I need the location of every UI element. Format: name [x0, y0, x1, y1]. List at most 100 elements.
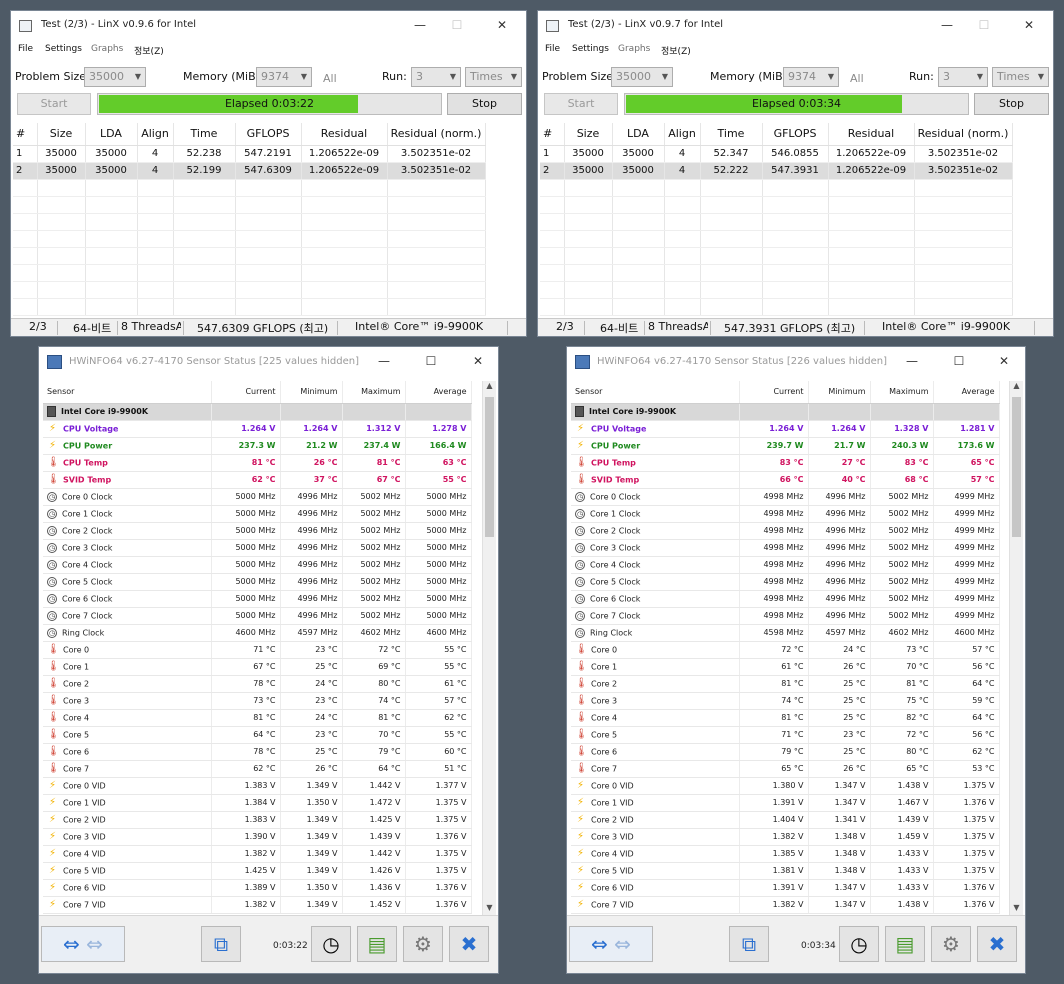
sensor-row[interactable]: 🌡 SVID Temp 62 °C 37 °C 67 °C 55 °C	[43, 471, 472, 489]
run-combo[interactable]: 3 ▼	[411, 67, 461, 87]
column-header[interactable]: Residual	[301, 123, 388, 146]
sensor-row[interactable]: ◷ Core 0 Clock 5000 MHz 4996 MHz 5002 MHz 500…	[43, 488, 472, 506]
stop-button[interactable]: Stop	[974, 93, 1049, 115]
times-combo[interactable]: Times ▼	[992, 67, 1049, 87]
sensor-row[interactable]: ◷ Core 3 Clock 5000 MHz 4996 MHz 5002 MHz 500…	[43, 539, 472, 557]
column-header[interactable]: LDA	[85, 123, 138, 146]
menu-settings[interactable]: Settings	[45, 44, 82, 54]
sensor-row[interactable]: 🌡 Core 3 73 °C 23 °C 74 °C 57 °C	[43, 692, 472, 710]
column-header[interactable]: Maximum	[342, 381, 406, 404]
column-header[interactable]: Sensor	[43, 381, 212, 404]
column-header[interactable]: Average	[405, 381, 472, 404]
scroll-thumb[interactable]	[1012, 397, 1021, 537]
stopwatch-icon[interactable]: ◷	[311, 926, 351, 962]
scroll-up-icon[interactable]: ▲	[1013, 381, 1020, 390]
column-header[interactable]: LDA	[612, 123, 665, 146]
sensor-row[interactable]: ◷ Core 2 Clock 5000 MHz 4996 MHz 5002 MHz 500…	[43, 522, 472, 540]
column-header[interactable]: Current	[211, 381, 281, 404]
sensor-row[interactable]: ⚡ Core 6 VID 1.389 V 1.350 V 1.436 V 1.376 V	[43, 879, 472, 897]
sensor-row[interactable]: 🌡 CPU Temp 83 °C 27 °C 83 °C 65 °C	[571, 454, 1000, 472]
sensor-row[interactable]: ⚡ Core 4 VID 1.382 V 1.349 V 1.442 V 1.375 V	[43, 845, 472, 863]
problem-size-combo[interactable]: 35000 ▼	[611, 67, 673, 87]
linx-titlebar[interactable]: Test (2/3) - LinX v0.9.6 for Intel — ☐ ✕	[11, 11, 526, 41]
minimize-icon[interactable]: —	[414, 18, 426, 32]
sensor-row[interactable]: 🌡 Core 6 79 °C 25 °C 80 °C 62 °C	[571, 743, 1000, 761]
sensor-row[interactable]: 🌡 Core 2 81 °C 25 °C 81 °C 64 °C	[571, 675, 1000, 693]
start-button[interactable]: Start	[544, 93, 618, 115]
sensor-row[interactable]: ◷ Core 7 Clock 4998 MHz 4996 MHz 5002 MHz 499…	[571, 607, 1000, 625]
column-header[interactable]: Align	[137, 123, 174, 146]
sensor-row[interactable]: ⚡ CPU Voltage 1.264 V 1.264 V 1.312 V 1.278 V	[43, 420, 472, 438]
minimize-icon[interactable]: —	[941, 18, 953, 32]
sensor-row[interactable]: ⚡ Core 7 VID 1.382 V 1.349 V 1.452 V 1.376 V	[43, 896, 472, 914]
menu-info[interactable]: 정보(Z)	[134, 47, 164, 57]
vertical-scrollbar[interactable]: ▲ ▼	[482, 381, 496, 917]
minimize-icon[interactable]: —	[378, 354, 390, 368]
column-header[interactable]: Time	[700, 123, 763, 146]
sensor-row[interactable]: ⚡ Core 6 VID 1.391 V 1.347 V 1.433 V 1.376 V	[571, 879, 1000, 897]
stopwatch-icon[interactable]: ◷	[839, 926, 879, 962]
close-x-icon[interactable]: ✖	[449, 926, 489, 962]
column-header[interactable]: Residual (norm.)	[387, 123, 486, 146]
column-header[interactable]: Current	[739, 381, 809, 404]
hwinfo-titlebar[interactable]: HWiNFO64 v6.27-4170 Sensor Status [226 v…	[567, 347, 1025, 377]
sensor-row[interactable]: ⚡ Core 4 VID 1.385 V 1.348 V 1.433 V 1.375 V	[571, 845, 1000, 863]
sensor-row[interactable]: ◷ Core 7 Clock 5000 MHz 4996 MHz 5002 MHz 500…	[43, 607, 472, 625]
menu-graphs[interactable]: Graphs	[91, 44, 124, 54]
sensor-row[interactable]: 🌡 Core 6 78 °C 25 °C 79 °C 60 °C	[43, 743, 472, 761]
sensor-row[interactable]: 🌡 Core 0 71 °C 23 °C 72 °C 55 °C	[43, 641, 472, 659]
sensor-group-row[interactable]: Intel Core i9-9900K	[571, 403, 1000, 421]
column-header[interactable]: Maximum	[870, 381, 934, 404]
column-header[interactable]: Minimum	[280, 381, 343, 404]
memory-combo[interactable]: 9374 ▼	[256, 67, 312, 87]
sensor-row[interactable]: 🌡 Core 1 61 °C 26 °C 70 °C 56 °C	[571, 658, 1000, 676]
maximize-icon[interactable]: ☐	[425, 354, 437, 368]
report-icon[interactable]: ▤	[357, 926, 397, 962]
sensor-row[interactable]: ◷ Core 5 Clock 5000 MHz 4996 MHz 5002 MHz 500…	[43, 573, 472, 591]
sensor-row[interactable]: ◷ Core 1 Clock 4998 MHz 4996 MHz 5002 MHz 499…	[571, 505, 1000, 523]
column-header[interactable]: Align	[664, 123, 701, 146]
network-icon[interactable]: ⧉	[201, 926, 241, 962]
minimize-icon[interactable]: —	[906, 354, 918, 368]
sensor-row[interactable]: ◷ Core 6 Clock 4998 MHz 4996 MHz 5002 MHz 499…	[571, 590, 1000, 608]
problem-size-combo[interactable]: 35000 ▼	[84, 67, 146, 87]
sensor-row[interactable]: 🌡 Core 4 81 °C 24 °C 81 °C 62 °C	[43, 709, 472, 727]
sensor-row[interactable]: 🌡 SVID Temp 66 °C 40 °C 68 °C 57 °C	[571, 471, 1000, 489]
start-button[interactable]: Start	[17, 93, 91, 115]
sensor-row[interactable]: ⚡ Core 1 VID 1.384 V 1.350 V 1.472 V 1.375 V	[43, 794, 472, 812]
menu-file[interactable]: File	[18, 44, 34, 54]
sensor-row[interactable]: ◷ Core 5 Clock 4998 MHz 4996 MHz 5002 MHz 499…	[571, 573, 1000, 591]
gear-icon[interactable]: ⚙	[931, 926, 971, 962]
sensor-row[interactable]: 🌡 Core 5 64 °C 23 °C 70 °C 55 °C	[43, 726, 472, 744]
sensor-row[interactable]: 🌡 Core 7 62 °C 26 °C 64 °C 51 °C	[43, 760, 472, 778]
sensor-row[interactable]: ⚡ Core 3 VID 1.390 V 1.349 V 1.439 V 1.376 V	[43, 828, 472, 846]
sensor-row[interactable]: ⚡ Core 0 VID 1.380 V 1.347 V 1.438 V 1.375 V	[571, 777, 1000, 795]
arrows-icon[interactable]: ⇔ ⇔	[569, 926, 653, 962]
table-row[interactable]: 2 35000 35000 4 52.222 547.3931 1.206522e-09 3.…	[540, 162, 1013, 180]
scroll-down-icon[interactable]: ▼	[1013, 903, 1020, 912]
sensor-row[interactable]: ⚡ Core 5 VID 1.381 V 1.348 V 1.433 V 1.375 V	[571, 862, 1000, 880]
sensor-row[interactable]: ◷ Core 0 Clock 4998 MHz 4996 MHz 5002 MHz 499…	[571, 488, 1000, 506]
sensor-row[interactable]: ◷ Core 1 Clock 5000 MHz 4996 MHz 5002 MHz 500…	[43, 505, 472, 523]
column-header[interactable]: Minimum	[808, 381, 871, 404]
close-icon[interactable]: ✕	[472, 354, 484, 368]
sensor-row[interactable]: ⚡ Core 5 VID 1.425 V 1.349 V 1.426 V 1.375 V	[43, 862, 472, 880]
sensor-row[interactable]: ⚡ Core 1 VID 1.391 V 1.347 V 1.467 V 1.376 V	[571, 794, 1000, 812]
close-icon[interactable]: ✕	[998, 354, 1010, 368]
arrows-icon[interactable]: ⇔ ⇔	[41, 926, 125, 962]
sensor-row[interactable]: 🌡 Core 3 74 °C 25 °C 75 °C 59 °C	[571, 692, 1000, 710]
sensor-row[interactable]: ◷ Ring Clock 4598 MHz 4597 MHz 4602 MHz 4600 …	[571, 624, 1000, 642]
sensor-row[interactable]: ⚡ CPU Power 237.3 W 21.2 W 237.4 W 166.4 W	[43, 437, 472, 455]
sensor-row[interactable]: 🌡 Core 2 78 °C 24 °C 80 °C 61 °C	[43, 675, 472, 693]
sensor-row[interactable]: ◷ Core 2 Clock 4998 MHz 4996 MHz 5002 MHz 499…	[571, 522, 1000, 540]
column-header[interactable]: GFLOPS	[235, 123, 302, 146]
gear-icon[interactable]: ⚙	[403, 926, 443, 962]
report-icon[interactable]: ▤	[885, 926, 925, 962]
sensor-row[interactable]: ⚡ CPU Power 239.7 W 21.7 W 240.3 W 173.6 W	[571, 437, 1000, 455]
sensor-row[interactable]: ◷ Core 3 Clock 4998 MHz 4996 MHz 5002 MHz 499…	[571, 539, 1000, 557]
column-header[interactable]: Size	[37, 123, 86, 146]
sensor-row[interactable]: 🌡 Core 7 65 °C 26 °C 65 °C 53 °C	[571, 760, 1000, 778]
sensor-row[interactable]: ◷ Core 4 Clock 4998 MHz 4996 MHz 5002 MHz 499…	[571, 556, 1000, 574]
menu-info[interactable]: 정보(Z)	[661, 47, 691, 57]
column-header[interactable]: Residual	[828, 123, 915, 146]
